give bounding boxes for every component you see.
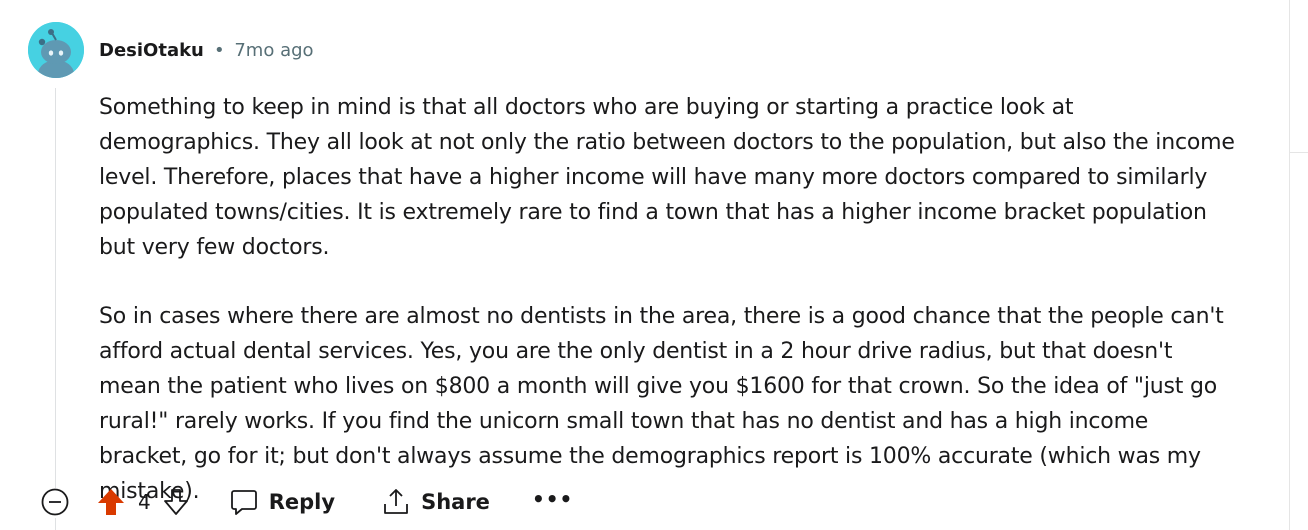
snoo-avatar-icon [28, 22, 84, 78]
comment-action-bar: 4 Reply Share ••• [40, 484, 573, 520]
thread-line[interactable] [55, 88, 56, 488]
avatar[interactable] [28, 22, 84, 78]
comment-paragraph: Something to keep in mind is that all do… [99, 95, 1235, 260]
speech-bubble-icon [230, 490, 257, 515]
upvote-button[interactable] [96, 487, 126, 517]
meta-separator: • [214, 40, 225, 61]
comment-age[interactable]: 7mo ago [234, 40, 314, 61]
comment-author[interactable]: DesiOtaku [99, 40, 204, 61]
share-upload-icon [384, 489, 408, 514]
collapse-button[interactable] [40, 487, 70, 517]
more-options-button[interactable]: ••• [531, 487, 574, 511]
downvote-arrow-icon [163, 489, 188, 515]
reply-label: Reply [268, 490, 336, 514]
thread-line-continuation [55, 518, 56, 530]
vote-controls: 4 [96, 487, 191, 517]
reply-button[interactable]: Reply [229, 487, 335, 517]
comment-meta: • 7mo ago [214, 40, 314, 61]
right-panel-divider [1290, 152, 1308, 153]
minus-circle-icon [41, 488, 69, 516]
share-button[interactable]: Share [381, 487, 490, 517]
downvote-button[interactable] [161, 487, 191, 517]
comment-paragraph: So in cases where there are almost no de… [99, 304, 1224, 504]
vote-score: 4 [138, 490, 151, 514]
comment-body: Something to keep in mind is that all do… [99, 90, 1239, 509]
upvote-arrow-icon [98, 489, 124, 515]
right-panel-edge [1289, 0, 1308, 530]
share-label: Share [421, 490, 490, 514]
